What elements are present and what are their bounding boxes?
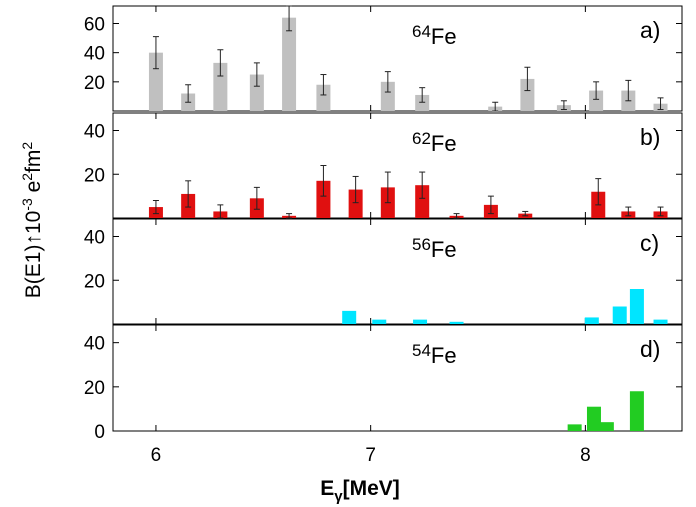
isotope-label: 56Fe (412, 235, 457, 262)
bar (520, 78, 535, 111)
bar (629, 289, 644, 324)
bar (449, 321, 464, 324)
x-tick-label: 6 (151, 445, 162, 466)
panel-label: a) (640, 17, 660, 43)
panel-frame-3 (112, 324, 683, 432)
y-axis-label: B(E1)↑10-3 e2fm2 (19, 142, 45, 299)
plot-layer: 20 40 60 64Fe a) 20 40 62Fe b) 20 40 56Fe c) 0 20 40 54F… (84, 5, 683, 466)
y-tick-label: 40 (84, 228, 105, 249)
bar (612, 306, 627, 324)
bar (415, 185, 430, 218)
y-tick-label: 20 (84, 271, 105, 292)
panel-label: b) (640, 124, 660, 150)
isotope-label: 64Fe (412, 22, 457, 49)
panel-frame-1 (112, 112, 683, 219)
bar (213, 62, 228, 111)
bar (653, 319, 668, 324)
bar (599, 422, 614, 431)
bar (372, 319, 387, 324)
bar (342, 310, 357, 324)
bar (282, 17, 297, 112)
x-axis-label: Eγ[MeV] (320, 477, 400, 505)
y-tick-label: 20 (84, 378, 105, 399)
bar (413, 319, 428, 324)
y-tick-label: 40 (84, 122, 105, 143)
bar (316, 84, 331, 111)
bar (629, 391, 644, 431)
y-tick-label: 60 (84, 15, 105, 36)
bar (586, 406, 601, 431)
isotope-label: 54Fe (412, 341, 457, 368)
bar (348, 189, 363, 218)
x-tick-label: 8 (580, 445, 591, 466)
bar (589, 90, 604, 111)
bar (316, 180, 331, 218)
bar (380, 81, 395, 111)
y-tick-label: 0 (94, 422, 105, 443)
y-tick-label: 40 (84, 44, 105, 65)
y-tick-label: 40 (84, 334, 105, 355)
bar (148, 52, 163, 111)
bar (415, 94, 430, 111)
panel-frame-2 (112, 218, 683, 325)
isotope-label: 62Fe (412, 129, 457, 156)
bar (249, 74, 264, 111)
panel-label: c) (640, 230, 659, 256)
x-tick-label: 7 (365, 445, 376, 466)
bar (567, 424, 582, 431)
y-tick-label: 20 (84, 165, 105, 186)
y-tick-label: 20 (84, 73, 105, 94)
bar (584, 317, 599, 324)
panel-frame-0 (112, 5, 683, 112)
panel-label: d) (640, 336, 660, 362)
